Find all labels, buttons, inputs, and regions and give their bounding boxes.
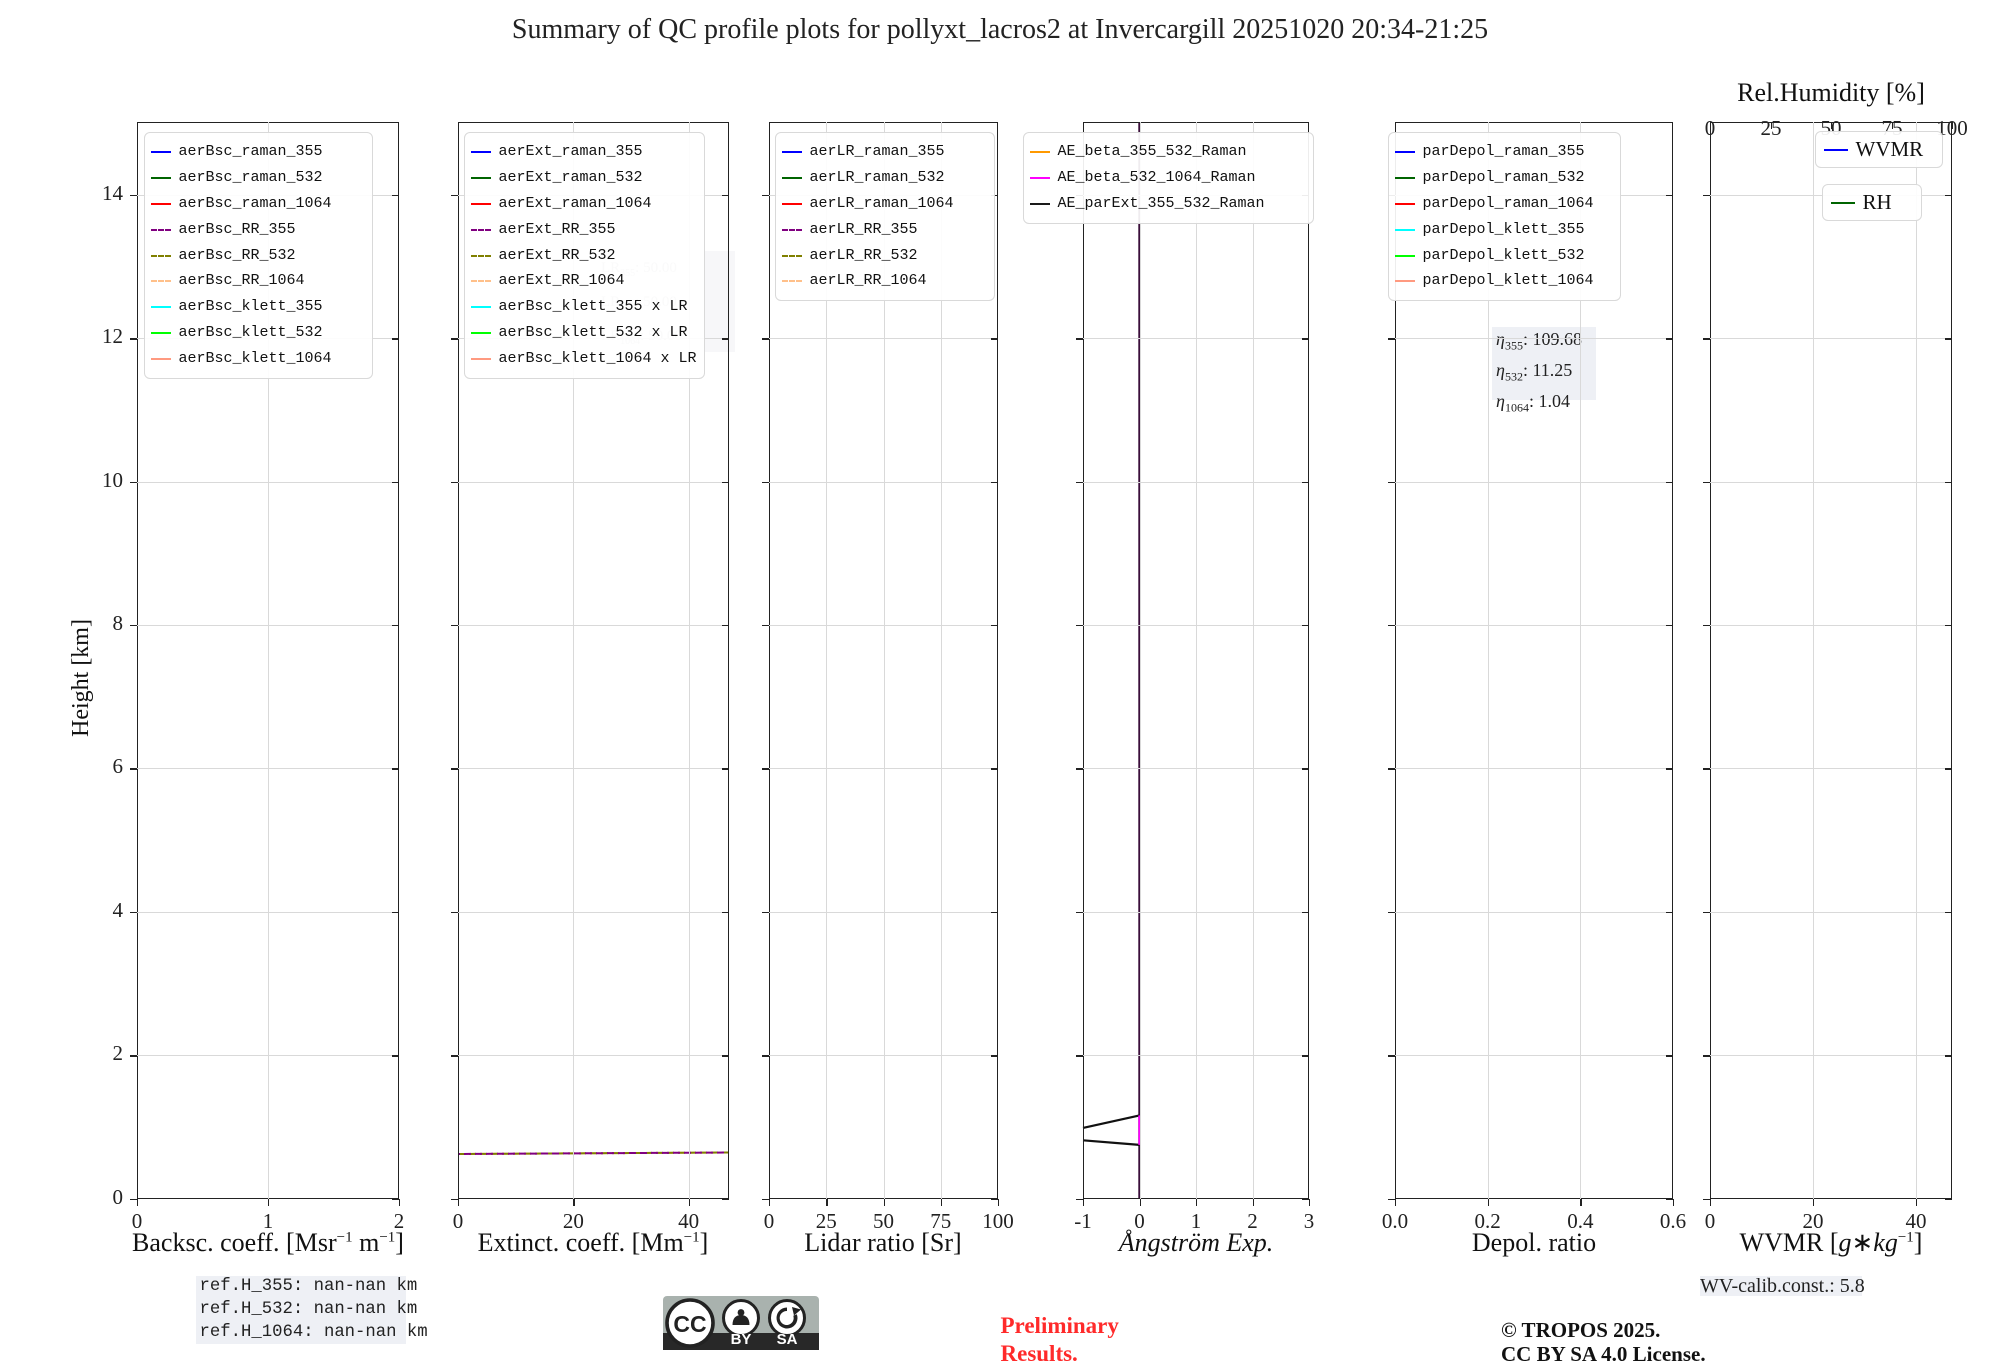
svg-text:SA: SA xyxy=(776,1331,797,1348)
svg-text:CC: CC xyxy=(673,1311,706,1337)
svg-text:BY: BY xyxy=(730,1331,751,1348)
